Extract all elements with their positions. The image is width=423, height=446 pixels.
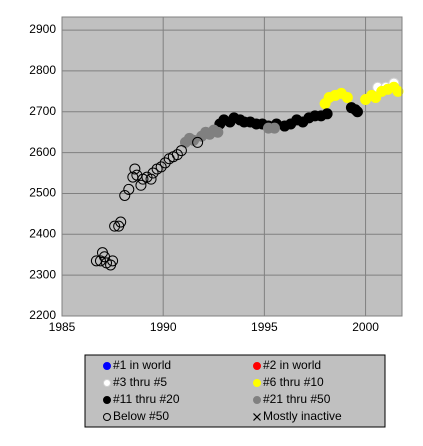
y-tick-label: 2500 — [29, 186, 56, 200]
y-tick-label: 2300 — [29, 267, 56, 281]
point — [175, 145, 187, 157]
point — [155, 161, 167, 173]
point — [351, 106, 363, 118]
legend-label: Mostly inactive — [263, 409, 342, 423]
point — [135, 179, 147, 191]
y-tick-label: 2800 — [29, 63, 56, 77]
points — [90, 77, 404, 271]
point — [321, 108, 333, 120]
y-tick-label: 2200 — [29, 308, 56, 322]
legend-label: #11 thru #20 — [113, 392, 180, 406]
legend-marker — [103, 379, 111, 387]
point — [171, 149, 183, 161]
legend-box — [84, 354, 386, 428]
point — [392, 85, 404, 97]
x-tick-label: 1995 — [251, 320, 278, 334]
plot-border — [61, 16, 403, 317]
point — [123, 183, 135, 195]
point — [159, 157, 171, 169]
point — [119, 190, 131, 202]
legend-label: #6 thru #10 — [263, 375, 324, 389]
point — [212, 126, 224, 138]
legend-label: #21 thru #50 — [263, 392, 331, 406]
legend-marker — [253, 413, 261, 421]
point — [341, 91, 353, 103]
point — [145, 173, 157, 185]
point — [129, 163, 141, 175]
x-tick-label: 1985 — [49, 320, 76, 334]
point — [131, 169, 143, 181]
point — [107, 255, 119, 267]
legend-label: #3 thru #5 — [113, 375, 167, 389]
x-tick-label: 1990 — [150, 320, 177, 334]
point — [269, 122, 280, 134]
legend-label: #2 in world — [263, 358, 321, 372]
y-tick-label: 2900 — [29, 22, 56, 36]
legend-label: #1 in world — [113, 358, 171, 372]
legend-label: Below #50 — [113, 409, 169, 423]
legend-marker — [103, 396, 111, 404]
point — [115, 216, 127, 228]
legend-marker — [253, 379, 261, 387]
legend-marker — [253, 362, 261, 370]
legend-marker — [253, 396, 261, 404]
plot-area — [62, 17, 402, 316]
y-tick-label: 2700 — [29, 104, 56, 118]
point — [109, 220, 121, 232]
legend-marker — [103, 362, 111, 370]
y-tick-label: 2600 — [29, 145, 56, 159]
point — [147, 167, 159, 179]
point — [192, 136, 204, 148]
point — [94, 255, 106, 267]
legend-marker — [103, 413, 111, 421]
x-tick-label: 2000 — [352, 320, 379, 334]
y-tick-label: 2400 — [29, 226, 56, 240]
